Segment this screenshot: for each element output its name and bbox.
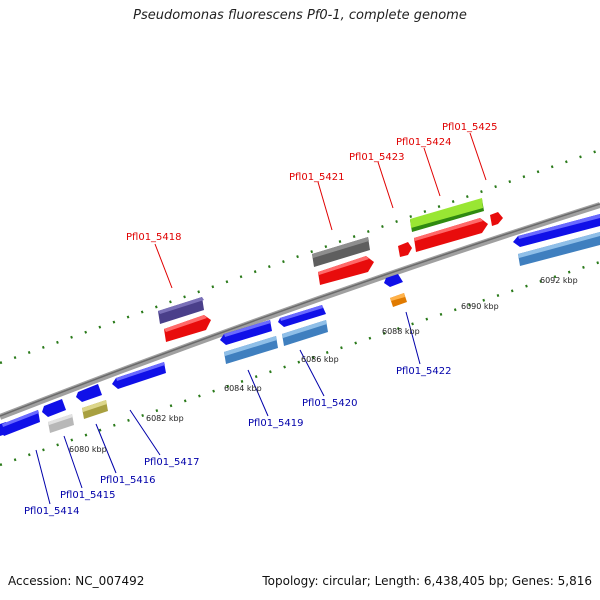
forward-gene-Pfl01_5421[interactable]	[312, 237, 370, 267]
reverse-gene-Pfl01_5422[interactable]	[390, 293, 407, 307]
gene-label-Pfl01_5420[interactable]: Pfl01_5420	[302, 398, 358, 409]
gene-label-Pfl01_5424[interactable]: Pfl01_5424	[396, 137, 452, 148]
genome-title: Pseudomonas fluorescens Pf0-1, complete …	[133, 8, 467, 23]
gene-label-Pfl01_5422[interactable]: Pfl01_5422	[396, 366, 452, 377]
forward-gene-Pfl01_5423[interactable]	[398, 242, 412, 257]
reverse-gene-blue-3[interactable]	[76, 384, 102, 402]
scale-label-6090: 6090 kbp	[461, 302, 499, 311]
scale-label-6080: 6080 kbp	[69, 445, 107, 454]
gene-label-Pfl01_5415[interactable]: Pfl01_5415	[60, 490, 116, 501]
reverse-gene-Pfl01_5417[interactable]	[112, 362, 166, 389]
scale-label-6088: 6088 kbp	[382, 327, 420, 336]
reverse-leader-lines	[35, 311, 421, 505]
forward-gene-Pfl01_5425[interactable]	[490, 212, 503, 226]
reverse-gene-blue-7[interactable]	[513, 214, 600, 247]
gene-label-Pfl01_5414[interactable]: Pfl01_5414	[24, 506, 80, 517]
gene-label-Pfl01_5419[interactable]: Pfl01_5419	[248, 418, 304, 429]
reverse-gene-Pfl01_5416[interactable]	[82, 400, 108, 419]
gene-label-Pfl01_5423[interactable]: Pfl01_5423	[349, 152, 405, 163]
forward-gene-Pfl01_5424[interactable]	[410, 198, 484, 232]
gene-label-Pfl01_5421[interactable]: Pfl01_5421	[289, 172, 345, 183]
gene-label-Pfl01_5425[interactable]: Pfl01_5425	[442, 122, 498, 133]
forward-gene-red-2[interactable]	[318, 256, 374, 285]
scale-label-6086: 6086 kbp	[301, 355, 339, 364]
forward-leader-lines	[154, 132, 487, 289]
reverse-gene-Pfl01_5414[interactable]	[0, 410, 40, 436]
reverse-gene-blue-4[interactable]	[220, 320, 272, 345]
reverse-gene-blue-6[interactable]	[384, 274, 403, 287]
gene-label-Pfl01_5417[interactable]: Pfl01_5417	[144, 457, 200, 468]
reverse-gene-blue-2[interactable]	[42, 399, 66, 417]
gene-label-Pfl01_5416[interactable]: Pfl01_5416	[100, 475, 156, 486]
genome-summary-text: Topology: circular; Length: 6,438,405 bp…	[262, 574, 592, 588]
reverse-gene-blue-5[interactable]	[278, 305, 326, 327]
chromosome-backbone	[0, 202, 600, 420]
scale-label-6082: 6082 kbp	[146, 414, 184, 423]
forward-gene-Pfl01_5418-a[interactable]	[158, 297, 204, 324]
inner-tick-track	[0, 260, 600, 467]
forward-gene-red-1[interactable]	[164, 315, 211, 342]
gene-label-Pfl01_5418[interactable]: Pfl01_5418	[126, 232, 182, 243]
scale-label-6084: 6084 kbp	[224, 384, 262, 393]
scale-label-6092: 6092 kbp	[540, 276, 578, 285]
forward-gene-red-3[interactable]	[414, 218, 488, 252]
reverse-gene-steelblue-8[interactable]	[518, 232, 600, 266]
accession-text: Accession: NC_007492	[8, 574, 145, 588]
reverse-gene-Pfl01_5420[interactable]	[282, 320, 328, 346]
reverse-gene-Pfl01_5419[interactable]	[224, 336, 278, 364]
reverse-gene-Pfl01_5415[interactable]	[48, 414, 74, 433]
